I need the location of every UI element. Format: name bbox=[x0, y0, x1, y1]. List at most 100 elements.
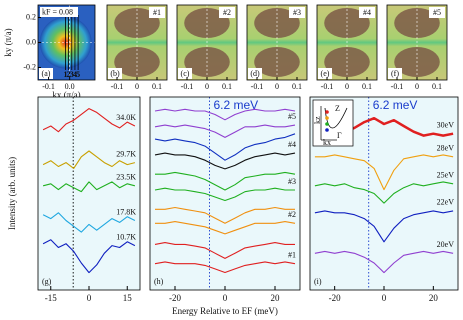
panel-label: (g) bbox=[42, 277, 52, 286]
spectrum-line bbox=[42, 181, 136, 193]
label-box bbox=[248, 68, 262, 79]
spectrum-line bbox=[42, 239, 136, 274]
annotation: kF = 0.08 bbox=[42, 7, 73, 16]
y-tick-label: 0.2 bbox=[26, 12, 36, 21]
series-label: #5 bbox=[288, 112, 296, 121]
panel-label: (a) bbox=[42, 69, 51, 78]
spectrum-line bbox=[314, 154, 454, 191]
panel-label: (i) bbox=[314, 277, 322, 286]
x-tick-label: 0 bbox=[415, 82, 419, 91]
frame bbox=[37, 4, 96, 81]
x-tick-label: 0.1 bbox=[432, 82, 442, 91]
inset-dot bbox=[325, 116, 329, 120]
inset-dot bbox=[325, 122, 329, 126]
cut-label: 4 bbox=[73, 70, 77, 79]
x-tick-label: 0.1 bbox=[152, 82, 162, 91]
label-box bbox=[388, 68, 402, 79]
series-label: 25eV bbox=[437, 171, 455, 180]
inset-dot bbox=[325, 128, 329, 132]
spectrum-line bbox=[154, 152, 296, 170]
x-tick-label: 0 bbox=[87, 293, 92, 303]
label-box bbox=[318, 68, 332, 79]
series-label: 20eV bbox=[437, 240, 455, 249]
x-tick-label: -0.1 bbox=[251, 82, 264, 91]
spectrum-line bbox=[42, 108, 136, 133]
spectrum-line bbox=[154, 133, 296, 161]
x-axis-label: Energy Relative to EF (meV) bbox=[172, 306, 278, 316]
cut-label: 2 bbox=[67, 70, 71, 79]
y-axis-label: Intensity (arb. units) bbox=[7, 157, 17, 230]
y-axis-label: ky (π/a) bbox=[3, 28, 13, 56]
annotation-box bbox=[40, 7, 78, 17]
x-tick-label: -0.1 bbox=[181, 82, 194, 91]
label-box bbox=[289, 7, 305, 18]
label-box bbox=[39, 68, 53, 79]
inset-dot bbox=[325, 110, 329, 114]
panel-label: (e) bbox=[321, 69, 330, 78]
map-name: #5 bbox=[433, 8, 441, 17]
panel-label: (b) bbox=[110, 69, 120, 78]
annotation: 6.2 meV bbox=[373, 98, 418, 112]
x-tick-label: 15 bbox=[123, 293, 133, 303]
map-name: #2 bbox=[223, 8, 231, 17]
label-box bbox=[219, 7, 235, 18]
plot-area bbox=[38, 97, 140, 290]
spectrum-line bbox=[314, 250, 454, 274]
x-tick-label: 0.1 bbox=[222, 82, 232, 91]
annotation: 6.2 meV bbox=[214, 98, 259, 112]
label-box bbox=[149, 7, 165, 18]
spectrum-line bbox=[154, 187, 295, 202]
map-name: #4 bbox=[363, 8, 371, 17]
x-tick-label: 0.0 bbox=[65, 82, 75, 91]
x-tick-label: -0.1 bbox=[321, 82, 334, 91]
x-tick-label: 20 bbox=[271, 293, 281, 303]
inset-label: Γ bbox=[337, 131, 342, 140]
series-label: #1 bbox=[288, 251, 296, 260]
inset-label: kx bbox=[323, 138, 331, 147]
cut-label: 3 bbox=[70, 70, 74, 79]
series-label: #3 bbox=[288, 177, 296, 186]
map-name: #3 bbox=[293, 8, 301, 17]
x-tick-label: -0.1 bbox=[111, 82, 124, 91]
x-tick-label: 0 bbox=[205, 82, 209, 91]
spectrum-line bbox=[154, 108, 296, 121]
spectrum-line bbox=[314, 210, 454, 243]
series-label: 34.0K bbox=[116, 113, 136, 122]
panel-label: (d) bbox=[250, 69, 260, 78]
series-label: #2 bbox=[288, 210, 296, 219]
spectrum-line bbox=[42, 150, 136, 169]
inset-label: kz bbox=[313, 116, 322, 124]
x-tick-label: -20 bbox=[169, 293, 181, 303]
spectrum-line bbox=[42, 212, 136, 233]
x-tick-label: -0.1 bbox=[391, 82, 404, 91]
series-label: 23.5K bbox=[116, 173, 136, 182]
spectrum-line bbox=[155, 171, 296, 191]
x-tick-label: 0.1 bbox=[292, 82, 302, 91]
cut-label: 1 bbox=[63, 70, 67, 79]
map-name: #1 bbox=[153, 8, 161, 17]
series-label: 29.7K bbox=[116, 149, 136, 158]
y-tick-label: 0.0 bbox=[26, 37, 36, 46]
label-box bbox=[429, 7, 445, 18]
x-tick-label: -15 bbox=[45, 293, 57, 303]
x-tick-label: 0 bbox=[275, 82, 279, 91]
panel-label: (c) bbox=[181, 69, 190, 78]
series-label: 10.7K bbox=[116, 232, 136, 241]
inset-label: Z bbox=[335, 104, 340, 113]
series-label: 28eV bbox=[437, 144, 455, 153]
x-tick-label: -0.1 bbox=[42, 82, 55, 91]
x-tick-label: -20 bbox=[329, 293, 341, 303]
series-label: 22eV bbox=[437, 198, 455, 207]
spectrum-line bbox=[155, 206, 295, 224]
spectrum-line bbox=[314, 181, 454, 204]
cut-label: 5 bbox=[76, 70, 80, 79]
x-tick-label: 0 bbox=[345, 82, 349, 91]
series-label: 30eV bbox=[437, 120, 455, 129]
label-box bbox=[108, 68, 122, 79]
x-tick-label: 20 bbox=[429, 293, 439, 303]
spectrum-line bbox=[155, 221, 296, 235]
x-tick-label: 0 bbox=[382, 293, 387, 303]
spectrum-line bbox=[154, 261, 296, 274]
x-tick-label: 0 bbox=[135, 82, 139, 91]
